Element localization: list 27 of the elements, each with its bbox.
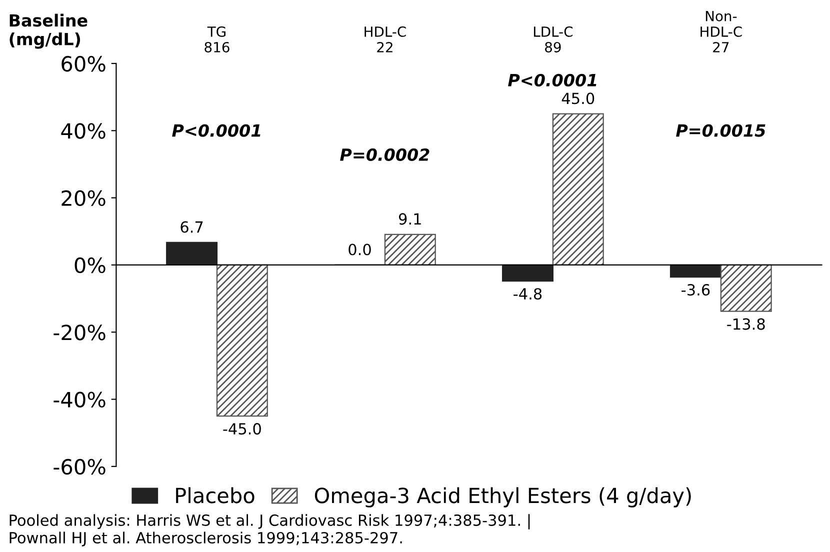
annotation: P=0.0002 — [340, 148, 430, 161]
legend-label: Placebo — [176, 487, 254, 504]
annotation: P<0.0001 — [508, 74, 596, 86]
data-label: 6.7 — [180, 221, 203, 233]
y-tick-label: 60% — [62, 56, 106, 72]
text: Pooled analysis: Harris WS et al. J Cardiovasc Risk 1997;4:385-391. | Pownall HJ et al. Atherosclerosis 1999;143:285-297. — [10, 514, 530, 546]
annotation: P=0.0015 — [676, 124, 766, 137]
data-label: -45.0 — [223, 423, 261, 435]
x-tick-label: LDL-C 89 — [534, 26, 573, 52]
y-tick-label: -20% — [54, 324, 106, 340]
data-label: 9.1 — [398, 213, 421, 225]
data-label: -3.6 — [682, 284, 710, 296]
data-label: 0.0 — [348, 244, 371, 256]
legend-label: Omega-3 Acid Ethyl Esters (4 g/day) — [314, 487, 691, 508]
x-tick-label: HDL-C 22 — [364, 26, 406, 52]
data-label: 45.0 — [562, 92, 594, 104]
y-tick-label: -60% — [54, 458, 106, 475]
y-tick-label: 40% — [61, 123, 106, 139]
text: Baseline (mg/dL) — [10, 14, 88, 49]
y-tick-label: 20% — [62, 190, 106, 206]
x-tick-label: TG 816 — [204, 26, 230, 52]
y-tick-label: -40% — [54, 392, 106, 408]
x-tick-label: Non- HDL-C 27 — [700, 11, 742, 52]
data-label: -4.8 — [514, 288, 542, 300]
y-tick-label: 0% — [74, 257, 106, 274]
data-label: -13.8 — [727, 318, 765, 330]
annotation: P<0.0001 — [172, 124, 260, 137]
